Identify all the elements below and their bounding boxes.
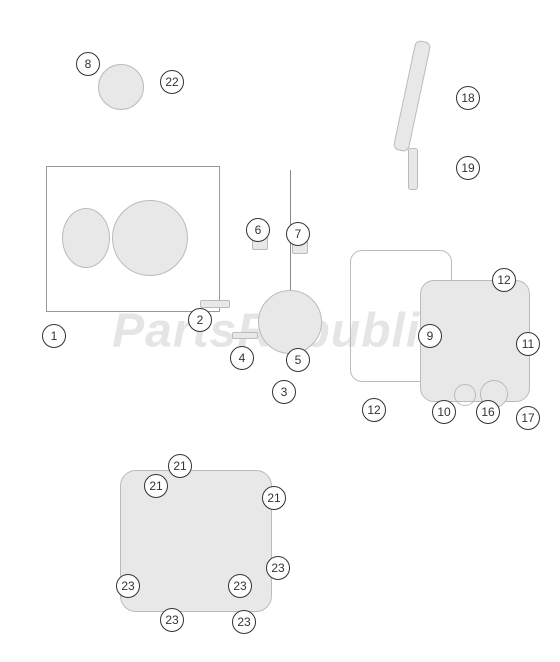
callout-16: 16 — [476, 400, 500, 424]
callout-23c: 23 — [228, 574, 252, 598]
callout-23a: 23 — [116, 574, 140, 598]
callout-18: 18 — [456, 86, 480, 110]
callout-21b: 21 — [262, 486, 286, 510]
callout-17: 17 — [516, 406, 540, 430]
parts-diagram: PartsRepublik 1 2 3 4 5 6 7 8 9 10 11 12… — [0, 0, 560, 662]
callout-6: 6 — [246, 218, 270, 242]
callout-3: 3 — [272, 380, 296, 404]
part-stator — [258, 290, 322, 354]
part-spark-plug-cap — [393, 40, 432, 153]
bolt-2 — [200, 300, 230, 308]
callout-23b: 23 — [160, 608, 184, 632]
callout-19: 19 — [456, 156, 480, 180]
callout-8: 8 — [76, 52, 100, 76]
part-ring — [62, 208, 110, 268]
callout-1: 1 — [42, 324, 66, 348]
bolt-4 — [232, 332, 258, 339]
part-o-ring — [454, 384, 476, 406]
callout-4: 4 — [230, 346, 254, 370]
callout-21a: 21 — [144, 474, 168, 498]
callout-10: 10 — [432, 400, 456, 424]
callout-21c: 21 — [168, 454, 192, 478]
callout-23d: 23 — [266, 556, 290, 580]
callout-9: 9 — [418, 324, 442, 348]
callout-12b: 12 — [362, 398, 386, 422]
callout-23e: 23 — [232, 610, 256, 634]
part-rotor — [112, 200, 188, 276]
callout-5: 5 — [286, 348, 310, 372]
callout-2: 2 — [188, 308, 212, 332]
callout-11: 11 — [516, 332, 540, 356]
callout-22: 22 — [160, 70, 184, 94]
part-ignition-coil — [98, 64, 144, 110]
callout-12a: 12 — [492, 268, 516, 292]
part-spark-plug — [408, 148, 418, 190]
callout-7: 7 — [286, 222, 310, 246]
